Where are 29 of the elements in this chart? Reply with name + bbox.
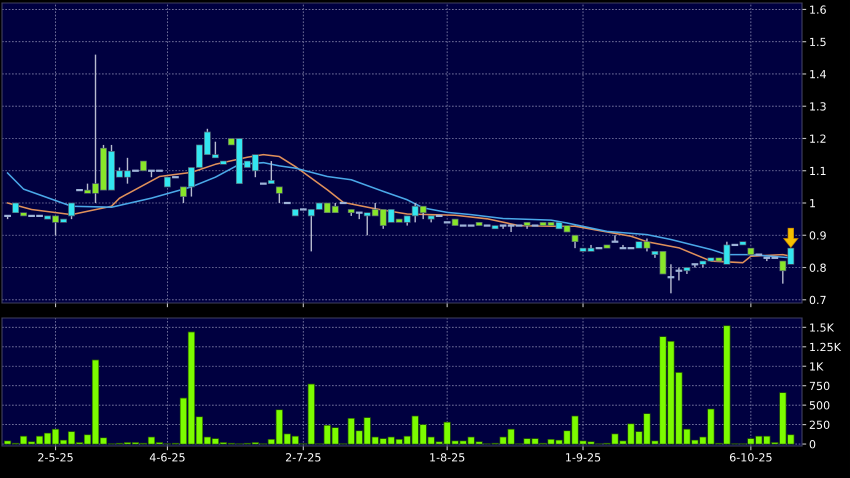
y-tick-label: 1.25K — [810, 342, 842, 352]
y-tick-label: 1K — [810, 362, 824, 370]
y-tick-label: 1 — [810, 199, 815, 208]
y-tick-label: 1.3 — [810, 102, 826, 111]
x-tick-label: 4-6-25 — [150, 453, 185, 462]
y-tick-label: 0.8 — [810, 263, 826, 272]
x-tick-label: 6-10-25 — [730, 453, 772, 462]
candlestick — [140, 160, 147, 172]
y-tick-label: 750 — [810, 382, 830, 390]
x-tick-label: 1-8-25 — [430, 453, 464, 462]
y-tick-label: 1.5 — [810, 38, 826, 46]
y-tick-label: 1.4 — [810, 70, 826, 78]
x-tick-label: 1-9-25 — [566, 453, 600, 462]
x-tick-label: 2-5-25 — [38, 453, 73, 462]
y-tick-label: 0.9 — [810, 231, 826, 240]
x-tick-label: 2-7-25 — [286, 453, 320, 462]
candlestick — [164, 176, 171, 188]
y-tick-label: 1.6 — [810, 5, 826, 14]
y-tick-label: 1.1 — [810, 166, 826, 175]
candlestick — [68, 202, 75, 220]
y-tick-label: 1.5K — [810, 323, 834, 332]
candlestick — [276, 186, 283, 204]
candlestick — [268, 160, 275, 184]
y-tick-label: 1.2 — [810, 134, 826, 143]
candlestick — [572, 234, 578, 249]
y-tick-label: 500 — [810, 401, 830, 410]
y-tick-label: 0.7 — [810, 296, 826, 304]
y-tick-label: 0 — [810, 440, 816, 448]
y-tick-label: 250 — [810, 420, 830, 429]
